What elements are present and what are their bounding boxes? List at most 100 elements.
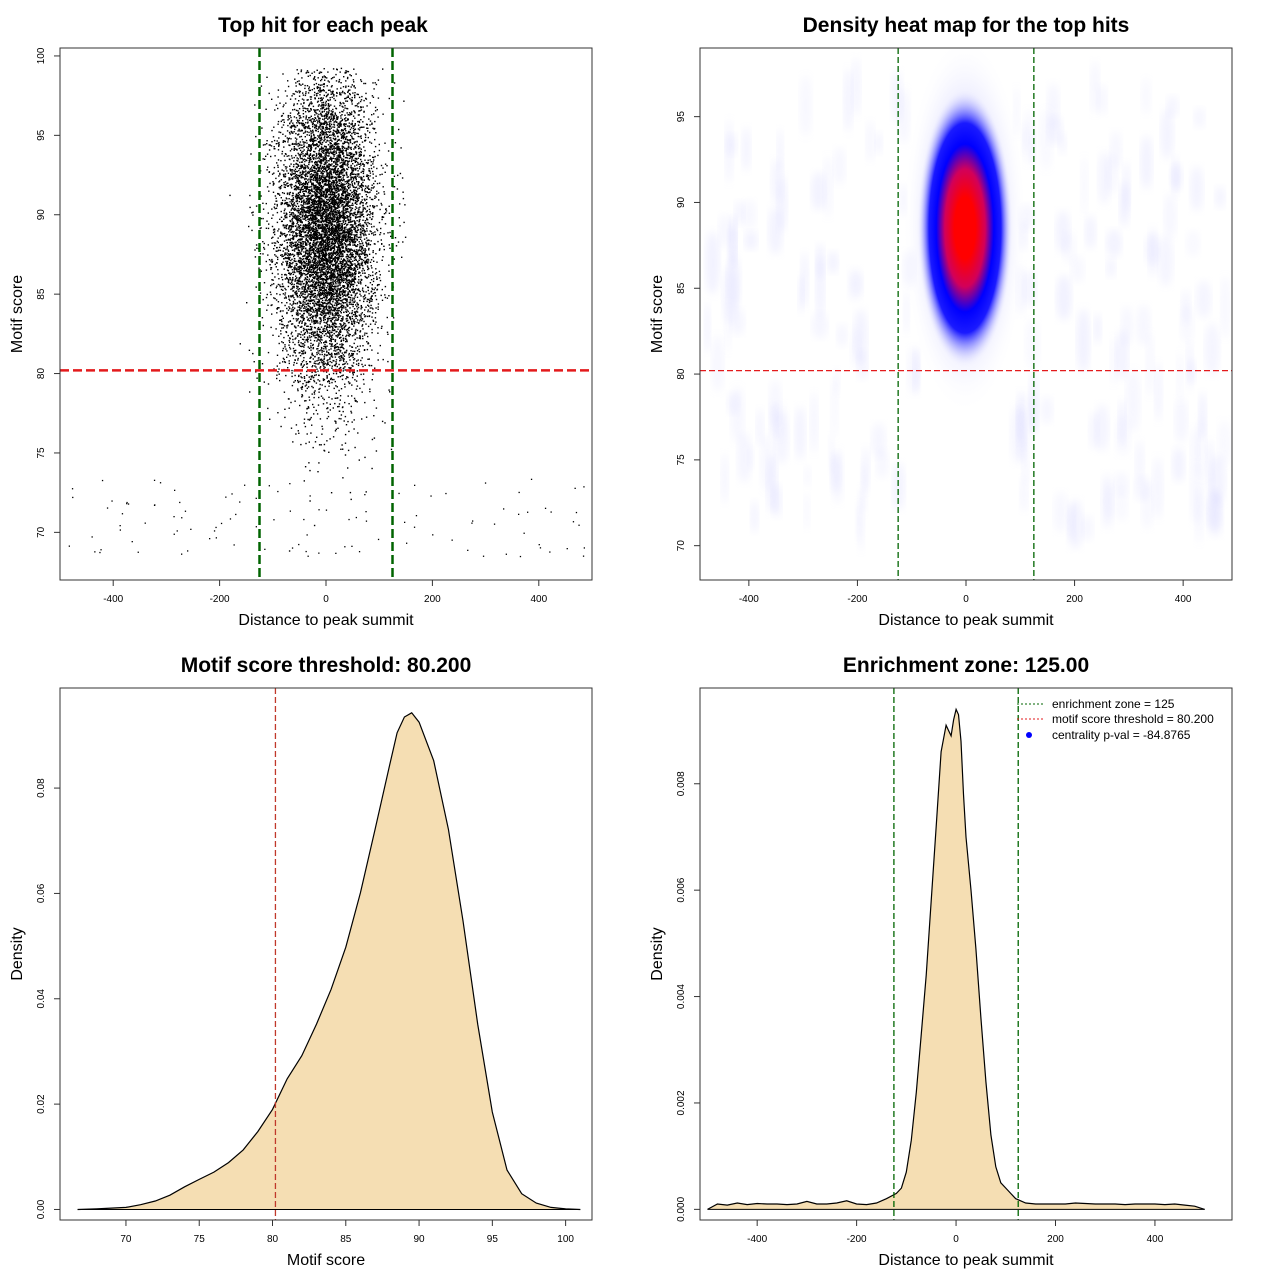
scatter-point bbox=[343, 155, 345, 157]
scatter-point bbox=[324, 114, 326, 117]
scatter-point bbox=[381, 243, 383, 245]
scatter-point bbox=[310, 285, 312, 288]
scatter-point bbox=[315, 224, 317, 226]
scatter-point bbox=[365, 249, 367, 251]
scatter-point bbox=[336, 326, 338, 328]
scatter-point bbox=[322, 166, 325, 168]
scatter-point bbox=[289, 115, 291, 117]
scatter-point bbox=[323, 398, 325, 401]
scatter-point bbox=[302, 245, 304, 248]
scatter-point bbox=[366, 214, 368, 216]
scatter-point bbox=[289, 178, 291, 181]
scatter-point bbox=[324, 314, 326, 317]
scatter-point bbox=[342, 406, 344, 408]
scatter-point bbox=[358, 114, 360, 116]
scatter-point bbox=[298, 200, 300, 203]
scatter-point bbox=[289, 215, 291, 218]
scatter-point bbox=[324, 236, 326, 238]
scatter-point bbox=[357, 210, 359, 212]
scatter-point bbox=[338, 326, 340, 328]
scatter-point bbox=[307, 332, 309, 334]
scatter-point bbox=[316, 320, 319, 322]
scatter-point bbox=[373, 225, 375, 228]
scatter-point bbox=[333, 171, 336, 173]
scatter-point bbox=[327, 181, 330, 183]
scatter-point bbox=[374, 243, 376, 245]
scatter-point bbox=[345, 80, 347, 82]
scatter-point bbox=[286, 248, 288, 250]
scatter-point bbox=[341, 261, 343, 263]
scatter-point bbox=[353, 322, 356, 325]
scatter-point bbox=[317, 249, 319, 251]
scatter-point bbox=[329, 173, 331, 175]
scatter-point bbox=[313, 136, 316, 138]
scatter-point bbox=[341, 150, 343, 152]
scatter-point bbox=[354, 236, 356, 238]
scatter-point bbox=[338, 182, 341, 184]
scatter-point bbox=[323, 136, 326, 139]
scatter-point bbox=[384, 285, 387, 288]
scatter-point bbox=[286, 263, 289, 265]
scatter-point bbox=[353, 81, 355, 83]
scatter-point bbox=[331, 148, 334, 150]
scatter-point bbox=[326, 161, 328, 163]
scatter-point bbox=[296, 277, 298, 279]
scatter-point bbox=[298, 283, 301, 285]
scatter-point bbox=[320, 301, 323, 303]
scatter-point bbox=[311, 261, 313, 263]
scatter-point bbox=[295, 262, 297, 265]
scatter-point bbox=[356, 261, 359, 263]
scatter-point bbox=[295, 294, 297, 296]
scatter-point bbox=[367, 185, 370, 187]
scatter-point bbox=[350, 280, 352, 282]
scatter-point bbox=[326, 107, 328, 110]
scatter-point bbox=[335, 95, 338, 97]
scatter-point bbox=[366, 205, 369, 208]
scatter-point bbox=[331, 112, 333, 114]
scatter-point bbox=[327, 362, 329, 365]
scatter-point bbox=[273, 297, 275, 299]
scatter-point bbox=[378, 249, 381, 251]
scatter-point bbox=[314, 79, 316, 81]
scatter-point bbox=[323, 253, 326, 256]
scatter-point bbox=[315, 158, 317, 160]
scatter-point bbox=[315, 285, 318, 288]
scatter-point bbox=[366, 277, 368, 279]
scatter-point bbox=[337, 217, 339, 219]
scatter-point bbox=[277, 258, 279, 261]
scatter-point bbox=[311, 307, 313, 310]
scatter-point bbox=[371, 287, 373, 289]
scatter-point bbox=[353, 301, 356, 303]
scatter-point bbox=[292, 212, 294, 214]
scatter-point bbox=[337, 227, 340, 229]
scatter-point bbox=[299, 156, 301, 158]
scatter-point bbox=[340, 263, 343, 265]
scatter-point bbox=[331, 160, 333, 162]
scatter-point bbox=[303, 291, 306, 293]
scatter-point bbox=[287, 172, 290, 174]
scatter-point bbox=[361, 289, 364, 291]
scatter-point bbox=[376, 193, 378, 195]
scatter-point bbox=[367, 286, 369, 288]
scatter-point bbox=[331, 220, 334, 222]
scatter-point bbox=[306, 289, 308, 291]
scatter-point bbox=[306, 278, 308, 281]
scatter-point bbox=[289, 234, 291, 236]
scatter-point bbox=[325, 228, 327, 230]
scatter-point bbox=[330, 343, 332, 345]
scatter-point bbox=[325, 178, 327, 181]
scatter-point bbox=[348, 201, 350, 203]
scatter-point bbox=[369, 170, 371, 172]
scatter-point bbox=[338, 316, 340, 318]
scatter-point bbox=[289, 282, 291, 285]
scatter-point bbox=[371, 213, 374, 215]
scatter-point bbox=[369, 124, 371, 126]
scatter-point bbox=[337, 126, 339, 128]
scatter-point bbox=[361, 188, 363, 190]
scatter-point bbox=[322, 359, 324, 362]
scatter-point bbox=[372, 177, 374, 179]
scatter-point bbox=[343, 358, 345, 360]
scatter-point bbox=[342, 477, 344, 479]
scatter-point bbox=[340, 215, 343, 217]
scatter-point bbox=[359, 345, 361, 347]
